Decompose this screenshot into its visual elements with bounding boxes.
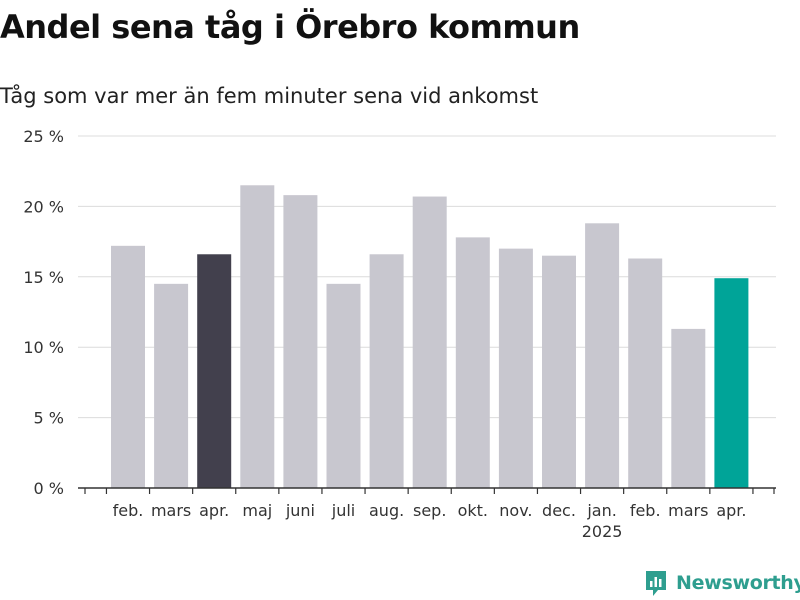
bar bbox=[542, 255, 576, 488]
bar bbox=[154, 283, 189, 488]
bar bbox=[455, 237, 490, 488]
y-tick-label: 0 % bbox=[34, 479, 64, 498]
x-tick-label: apr. bbox=[199, 501, 229, 520]
x-tick-label: aug. bbox=[369, 501, 404, 520]
x-tick-label: juli bbox=[331, 501, 355, 520]
y-tick-label: 10 % bbox=[23, 338, 64, 357]
y-tick-label: 15 % bbox=[23, 268, 64, 287]
x-year-label: 2025 bbox=[582, 522, 623, 541]
x-tick-label: feb. bbox=[630, 501, 661, 520]
y-tick-label: 25 % bbox=[23, 127, 64, 146]
x-tick-label: sep. bbox=[413, 501, 446, 520]
bar bbox=[628, 258, 663, 488]
bar bbox=[498, 248, 533, 488]
bar bbox=[111, 245, 145, 488]
x-tick-label: mars bbox=[668, 501, 708, 520]
newsworthy-icon bbox=[646, 571, 666, 596]
bar bbox=[585, 223, 620, 488]
x-tick-label: maj bbox=[242, 501, 272, 520]
bar bbox=[714, 278, 749, 488]
chart-subtitle: Tåg som var mer än fem minuter sena vid … bbox=[0, 84, 539, 108]
x-tick-label: juni bbox=[285, 501, 315, 520]
brand-name: Newsworthy bbox=[676, 572, 800, 594]
y-tick-label: 5 % bbox=[34, 409, 64, 428]
x-tick-label: apr. bbox=[716, 501, 746, 520]
bar bbox=[283, 195, 318, 489]
bar bbox=[369, 254, 404, 488]
bar bbox=[412, 196, 447, 488]
newsworthy-logo: Newsworthy bbox=[644, 568, 800, 598]
x-tick-label: feb. bbox=[113, 501, 144, 520]
x-tick-label: mars bbox=[151, 501, 191, 520]
x-tick-label: dec. bbox=[542, 501, 576, 520]
x-tick-label: okt. bbox=[458, 501, 488, 520]
y-tick-label: 20 % bbox=[23, 197, 64, 216]
x-tick-label: jan. bbox=[586, 501, 616, 520]
x-tick-label: nov. bbox=[499, 501, 532, 520]
bar bbox=[326, 283, 361, 488]
chart-title: Andel sena tåg i Örebro kommun bbox=[0, 8, 580, 46]
bar bbox=[240, 185, 275, 488]
bar bbox=[197, 254, 232, 488]
bar bbox=[671, 328, 706, 488]
